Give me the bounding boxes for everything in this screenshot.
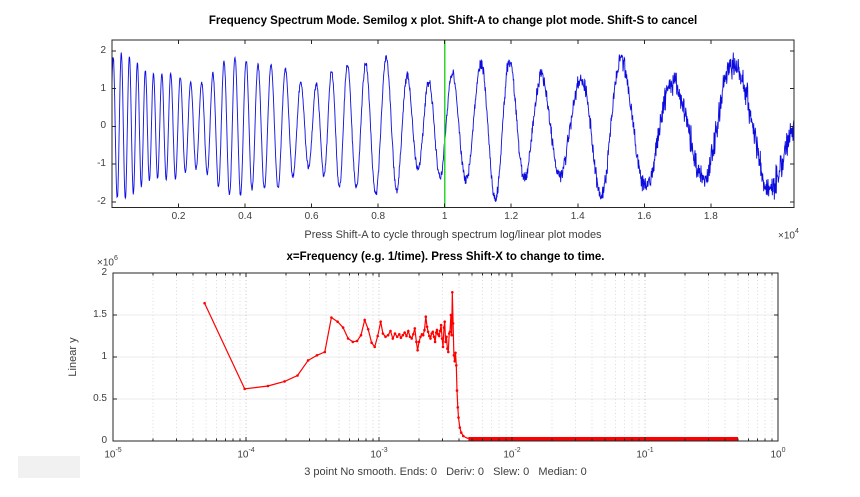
grid-lines — [113, 273, 778, 441]
top-x-tick-label: 1.8 — [703, 211, 718, 222]
top-plot-xlabel: Press Shift-A to cycle through spectrum … — [304, 229, 602, 241]
bottom-x-tick-label: 10-1 — [636, 447, 654, 461]
bottom-plot-y-multiplier: ×106 — [97, 255, 118, 269]
bottom-plot-title: x=Frequency (e.g. 1/time). Press Shift-X… — [286, 251, 605, 263]
spectrum-series — [203, 291, 738, 442]
bottom-y-tick-label: 2 — [101, 267, 107, 278]
bottom-x-tick-label: 10-3 — [370, 447, 388, 461]
bottom-x-tick-label: 10-4 — [237, 447, 255, 461]
blank-button[interactable] — [18, 456, 80, 478]
top-x-tick-label: 0.2 — [171, 211, 186, 222]
bottom-y-tick-label: 1.5 — [93, 309, 107, 320]
bottom-plot-area[interactable] — [113, 273, 778, 442]
spectrum-line — [204, 292, 469, 440]
bottom-y-tick-label: 0 — [101, 435, 107, 446]
top-x-tick-label: 0.8 — [371, 211, 386, 222]
top-plot-frame — [111, 39, 795, 208]
bottom-x-tick-label: 100 — [770, 447, 786, 461]
top-y-tick-label: -1 — [97, 158, 106, 170]
top-x-tick-label: 1.6 — [637, 211, 652, 222]
bottom-plot-xlabel: 3 point No smooth. Ends: 0 Deriv: 0 Slew… — [304, 466, 587, 478]
top-y-tick-label: 0 — [100, 120, 106, 132]
top-y-tick-label: 1 — [100, 82, 106, 94]
top-x-tick-label: 1.4 — [570, 211, 585, 222]
top-x-tick-label: 0.4 — [238, 211, 253, 222]
top-x-tick-label: 0.6 — [304, 211, 319, 222]
top-plot-title: Frequency Spectrum Mode. Semilog x plot.… — [208, 15, 698, 27]
bottom-plot-frame — [112, 272, 779, 442]
top-plot-area[interactable] — [111, 40, 795, 208]
bottom-y-tick-label: 1 — [101, 351, 107, 362]
top-x-tick-label: 1.2 — [504, 211, 519, 222]
top-x-tick-label: 1 — [441, 211, 448, 222]
top-y-tick-label: -2 — [97, 195, 106, 207]
top-y-tick-label: 2 — [100, 44, 106, 56]
bottom-x-tick-label: 10-2 — [503, 447, 521, 461]
bottom-x-tick-label: 10-5 — [104, 447, 122, 461]
signal-waveform — [111, 52, 795, 202]
top-plot-x-multiplier: ×104 — [778, 228, 799, 242]
bottom-y-tick-label: 0.5 — [93, 393, 107, 404]
